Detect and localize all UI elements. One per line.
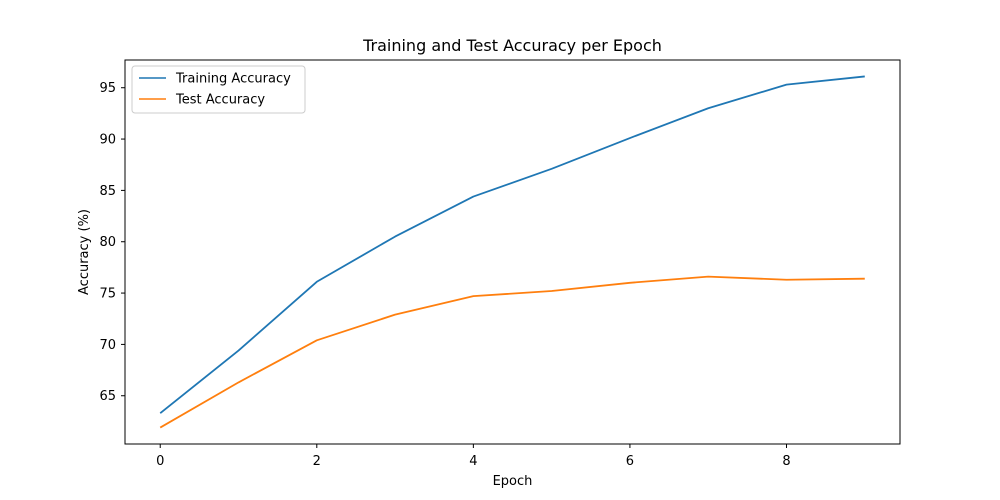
- chart-title: Training and Test Accuracy per Epoch: [362, 36, 662, 55]
- x-tick-label: 0: [156, 454, 164, 469]
- y-tick-label: 75: [99, 287, 116, 302]
- x-axis-label: Epoch: [493, 474, 533, 489]
- y-tick-label: 90: [99, 133, 116, 148]
- x-tick-label: 8: [782, 454, 790, 469]
- x-tick-label: 2: [313, 454, 321, 469]
- series-line-test: [159, 275, 865, 429]
- x-axis: 0 2 4 6 8: [156, 444, 791, 469]
- series-lines: [159, 75, 865, 429]
- legend-label-test: Test Accuracy: [175, 93, 265, 108]
- x-tick-label: 6: [626, 454, 634, 469]
- y-tick-label: 80: [99, 235, 116, 250]
- plot-area: [124, 59, 901, 445]
- series-line-training: [159, 75, 865, 414]
- y-axis: 65 70 75 80 85 90 95: [99, 81, 125, 404]
- y-tick-label: 70: [99, 338, 116, 353]
- legend: Training Accuracy Test Accuracy: [131, 65, 306, 114]
- legend-label-training: Training Accuracy: [175, 72, 291, 87]
- y-tick-label: 85: [99, 184, 116, 199]
- plot-frame: [124, 59, 901, 445]
- y-tick-label: 65: [99, 389, 116, 404]
- y-axis-label: Accuracy (%): [77, 209, 92, 295]
- x-tick-label: 4: [469, 454, 477, 469]
- y-tick-label: 95: [99, 81, 116, 96]
- legend-box: [131, 65, 306, 114]
